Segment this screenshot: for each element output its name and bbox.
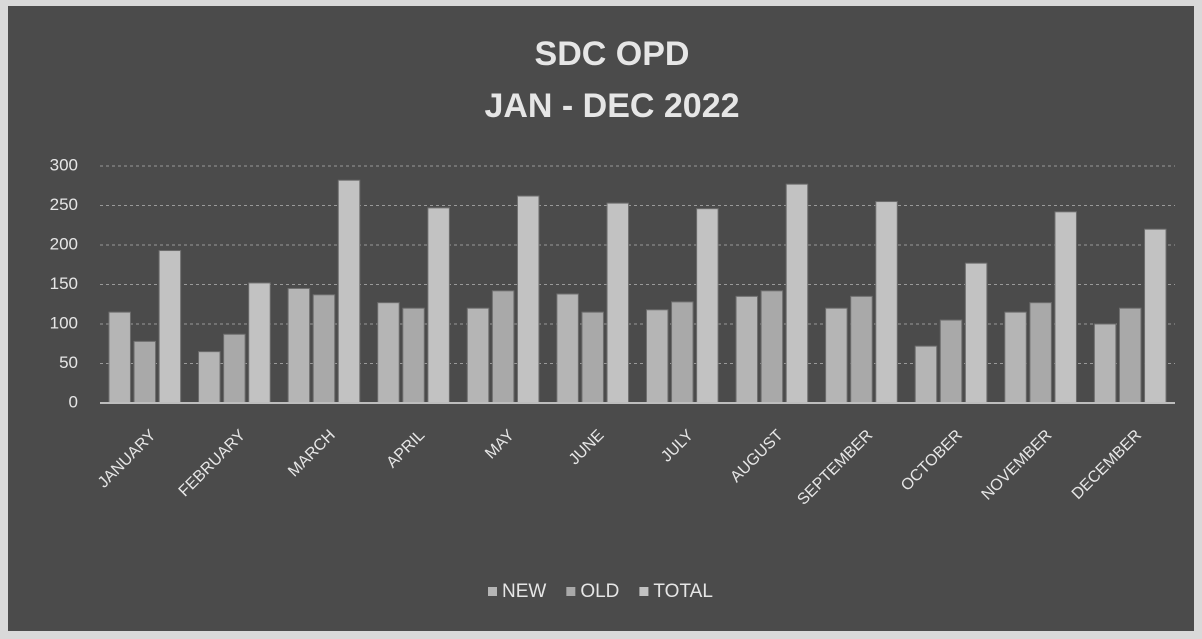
- bar: [785, 183, 809, 404]
- y-tick-label: 50: [59, 353, 78, 372]
- bar: [1054, 211, 1077, 404]
- chart-title: SDC OPD: [535, 35, 690, 73]
- bar: [964, 262, 988, 404]
- bar: [158, 250, 182, 404]
- bar: [939, 319, 963, 404]
- y-tick-label: 300: [50, 155, 78, 174]
- bar: [108, 311, 131, 404]
- legend-swatch: [639, 587, 649, 596]
- bar: [1029, 302, 1052, 404]
- bar: [671, 301, 694, 404]
- bar: [696, 208, 719, 404]
- legend-swatch: [566, 587, 576, 596]
- bar: [377, 302, 400, 404]
- bar: [491, 290, 515, 404]
- bar: [402, 307, 425, 404]
- bar: [427, 207, 450, 404]
- bar: [223, 333, 246, 404]
- bar: [875, 201, 898, 404]
- bar: [735, 295, 759, 404]
- bar: [1144, 228, 1167, 404]
- bar: [581, 311, 604, 404]
- bar: [850, 295, 873, 404]
- bar: [198, 351, 221, 404]
- bar: [516, 195, 540, 404]
- y-tick-label: 100: [50, 313, 78, 332]
- legend-label: TOTAL: [653, 581, 712, 602]
- bar: [1118, 307, 1142, 404]
- y-tick-label: 200: [50, 234, 78, 253]
- legend-swatch: [488, 587, 497, 596]
- bar: [1004, 311, 1027, 404]
- bar: [248, 282, 271, 404]
- bar: [760, 290, 784, 404]
- bar: [606, 202, 630, 404]
- legend-label: OLD: [580, 581, 619, 602]
- bar: [556, 293, 579, 404]
- bar: [133, 340, 157, 404]
- bar: [466, 307, 490, 404]
- bar: [645, 309, 669, 404]
- legend-label: NEW: [502, 581, 546, 602]
- bar: [825, 307, 848, 404]
- y-tick-label: 150: [50, 274, 78, 293]
- bar: [1093, 323, 1117, 404]
- bar: [312, 294, 336, 404]
- y-tick-label: 0: [69, 392, 78, 411]
- bar: [287, 287, 311, 404]
- bar: [914, 345, 938, 404]
- y-tick-label: 250: [50, 195, 78, 214]
- bar: [337, 179, 361, 404]
- chart-subtitle: JAN - DEC 2022: [484, 87, 739, 125]
